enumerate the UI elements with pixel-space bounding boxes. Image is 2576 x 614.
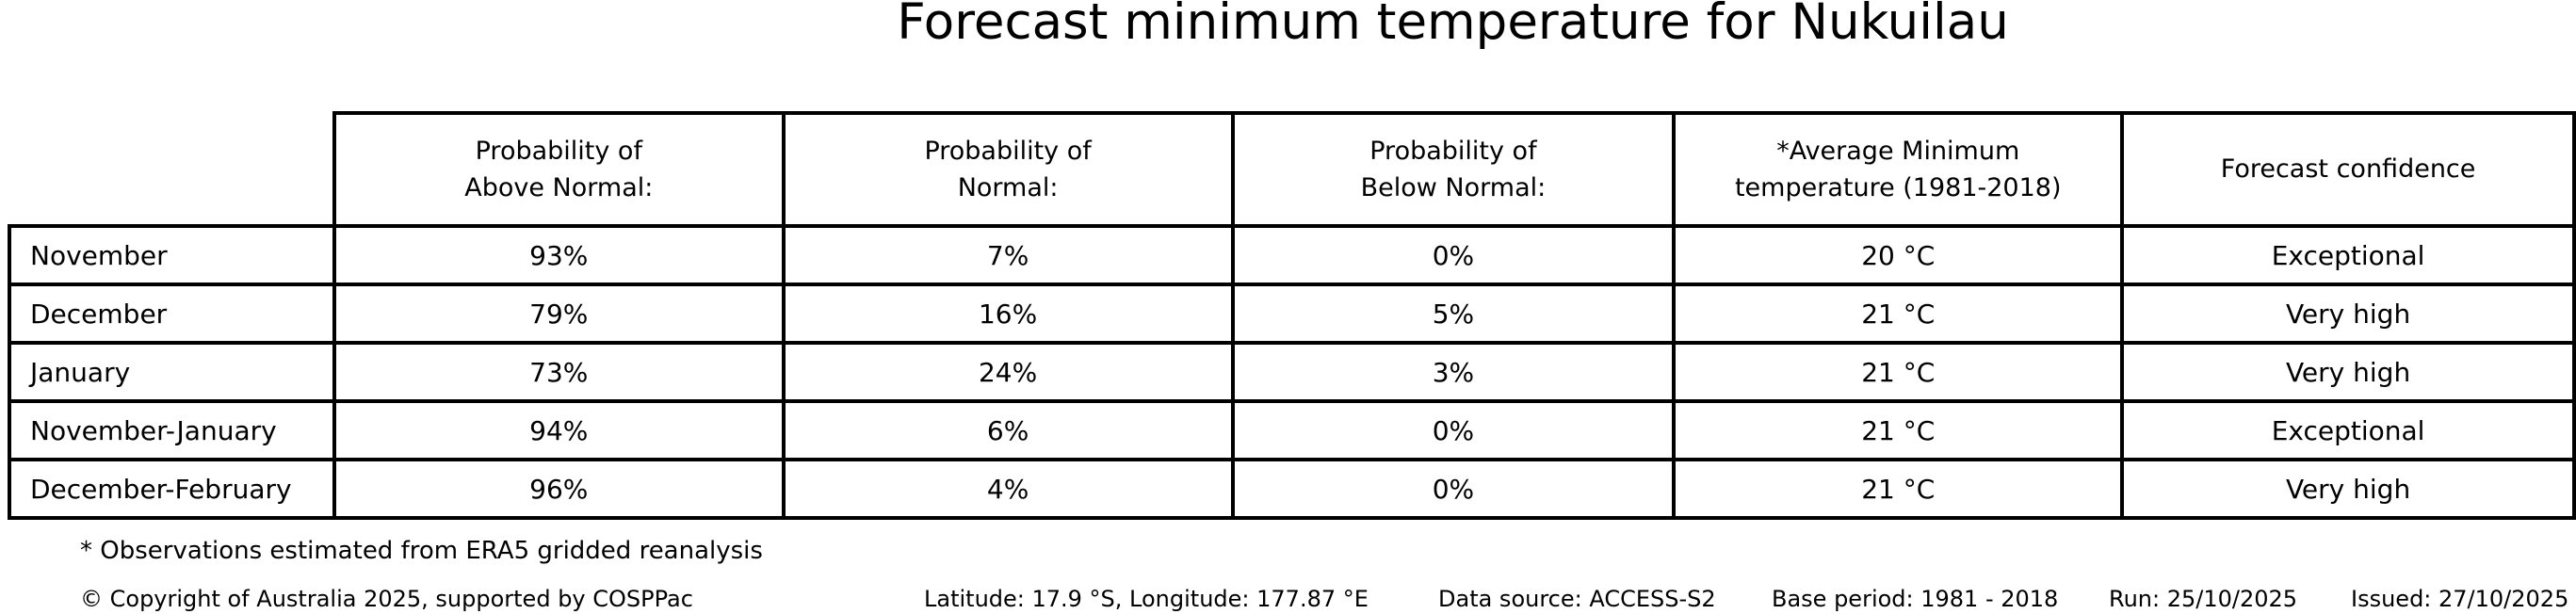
value-cell-normal: 24% [781,341,1235,403]
value-cell-above-normal: 73% [332,341,786,403]
row-label: January [8,341,336,403]
data-source-text: Data source: ACCESS-S2 [1438,586,1716,612]
table-row-november: November 93% 7% 0% 20 °C Exceptional [8,224,2576,286]
col-header-above-normal: Probability of Above Normal: [332,111,786,228]
value-cell-confidence: Exceptional [2120,224,2576,286]
value-cell-below-normal: 0% [1230,458,1677,520]
value-cell-below-normal: 0% [1230,224,1677,286]
col-header-forecast-confidence: Forecast confidence [2120,111,2576,228]
value-cell-confidence: Very high [2120,458,2576,520]
value-cell-below-normal: 5% [1230,283,1677,345]
value-cell-average-min-temp: 20 °C [1672,224,2125,286]
value-cell-normal: 6% [781,399,1235,461]
table-row-december: December 79% 16% 5% 21 °C Very high [8,283,2576,345]
value-cell-above-normal: 94% [332,399,786,461]
table-row-january: January 73% 24% 3% 21 °C Very high [8,341,2576,403]
issued-date-text: Issued: 27/10/2025 [2351,586,2569,612]
value-cell-confidence: Very high [2120,341,2576,403]
value-cell-confidence: Exceptional [2120,399,2576,461]
footnote: * Observations estimated from ERA5 gridd… [80,537,763,565]
row-label: December-February [8,458,336,520]
value-cell-normal: 4% [781,458,1235,520]
copyright-text: © Copyright of Australia 2025, supported… [80,586,693,612]
value-cell-below-normal: 0% [1230,399,1677,461]
row-label: December [8,283,336,345]
forecast-table: Probability of Above Normal: Probability… [8,111,2576,520]
page-title: Forecast minimum temperature for Nukuila… [897,0,2009,51]
row-label: November-January [8,399,336,461]
value-cell-confidence: Very high [2120,283,2576,345]
value-cell-normal: 7% [781,224,1235,286]
table-row-december-february: December-February 96% 4% 0% 21 °C Very h… [8,458,2576,520]
value-cell-above-normal: 79% [332,283,786,345]
value-cell-above-normal: 93% [332,224,786,286]
value-cell-average-min-temp: 21 °C [1672,283,2125,345]
value-cell-below-normal: 3% [1230,341,1677,403]
row-label: November [8,224,336,286]
corner-cell [9,113,334,226]
value-cell-average-min-temp: 21 °C [1672,458,2125,520]
run-date-text: Run: 25/10/2025 [2109,586,2298,612]
header-row: Probability of Above Normal: Probability… [9,111,2576,228]
col-header-normal: Probability of Normal: [781,111,1235,228]
col-header-average-min-temp: *Average Minimum temperature (1981-2018) [1672,111,2125,228]
location-text: Latitude: 17.9 °S, Longitude: 177.87 °E [924,586,1369,612]
value-cell-normal: 16% [781,283,1235,345]
base-period-text: Base period: 1981 - 2018 [1772,586,2059,612]
col-header-below-normal: Probability of Below Normal: [1230,111,1677,228]
table-row-november-january: November-January 94% 6% 0% 21 °C Excepti… [8,399,2576,461]
value-cell-average-min-temp: 21 °C [1672,399,2125,461]
value-cell-average-min-temp: 21 °C [1672,341,2125,403]
value-cell-above-normal: 96% [332,458,786,520]
